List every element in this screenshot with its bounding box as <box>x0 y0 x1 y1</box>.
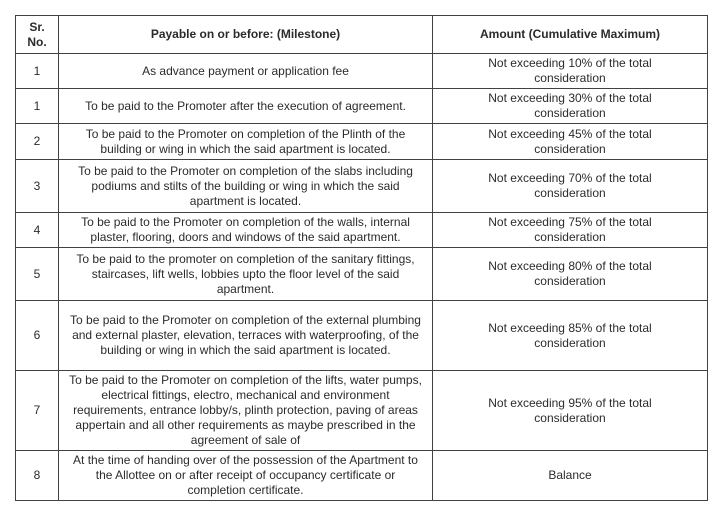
cell-milestone: To be paid to the Promoter on completion… <box>58 300 433 371</box>
cell-milestone: To be paid to the Promoter on completion… <box>58 159 433 213</box>
cell-amount: Not exceeding 80% of the total considera… <box>432 247 708 301</box>
cell-sr-no: 7 <box>15 370 59 451</box>
milestone-text: As advance payment or application fee <box>142 63 349 78</box>
cell-sr-no: 8 <box>15 450 59 501</box>
table-row: 5 To be paid to the promoter on completi… <box>15 247 708 301</box>
cell-amount: Not exceeding 45% of the total considera… <box>432 123 708 160</box>
cell-amount: Not exceeding 10% of the total considera… <box>432 53 708 89</box>
amount-text: Not exceeding 80% of the total considera… <box>488 259 652 288</box>
cell-milestone: To be paid to the promoter on completion… <box>58 247 433 301</box>
milestone-text: At the time of handing over of the posse… <box>73 453 418 497</box>
table-row: 1 To be paid to the Promoter after the e… <box>15 88 708 124</box>
cell-sr-no: 6 <box>15 300 59 371</box>
milestone-text: To be paid to the Promoter on completion… <box>78 163 413 208</box>
milestone-text: To be paid to the promoter on completion… <box>76 251 415 296</box>
cell-milestone: To be paid to the Promoter after the exe… <box>58 88 433 124</box>
cell-amount: Balance <box>432 450 708 501</box>
cell-amount: Not exceeding 70% of the total considera… <box>432 159 708 213</box>
header-milestone: Payable on or before: (Milestone) <box>58 15 433 54</box>
milestone-text: To be paid to the Promoter on completion… <box>81 215 410 244</box>
cell-sr-no: 1 <box>15 53 59 89</box>
cell-amount: Not exceeding 95% of the total considera… <box>432 370 708 451</box>
milestone-text: To be paid to the Promoter on completion… <box>85 126 406 156</box>
amount-text: Balance <box>548 468 592 482</box>
amount-text: Not exceeding 70% of the total considera… <box>488 171 652 200</box>
cell-amount: Not exceeding 85% of the total considera… <box>432 300 708 371</box>
table-row: 3 To be paid to the Promoter on completi… <box>15 159 708 213</box>
amount-text: Not exceeding 75% of the total considera… <box>488 215 652 244</box>
table-row: 2 To be paid to the Promoter on completi… <box>15 123 708 160</box>
cell-milestone: As advance payment or application fee <box>58 53 433 89</box>
header-amount: Amount (Cumulative Maximum) <box>432 15 708 54</box>
amount-text: Not exceeding 85% of the total considera… <box>488 320 652 350</box>
table-row: 6 To be paid to the Promoter on completi… <box>15 300 708 371</box>
table-row: 1 As advance payment or application fee … <box>15 53 708 89</box>
amount-text: Not exceeding 30% of the total considera… <box>488 91 652 120</box>
amount-text: Not exceeding 10% of the total considera… <box>488 56 652 85</box>
amount-text: Not exceeding 95% of the total considera… <box>488 395 652 425</box>
header-sr-no: Sr. No. <box>15 15 59 54</box>
table-header-row: Sr. No. Payable on or before: (Milestone… <box>15 15 708 54</box>
milestone-text: To be paid to the Promoter on completion… <box>69 373 422 447</box>
table-row: 7 To be paid to the Promoter on completi… <box>15 370 708 451</box>
cell-amount: Not exceeding 30% of the total considera… <box>432 88 708 124</box>
cell-milestone: To be paid to the Promoter on completion… <box>58 212 433 248</box>
table-row: 4 To be paid to the Promoter on completi… <box>15 212 708 248</box>
cell-milestone: At the time of handing over of the posse… <box>58 450 433 501</box>
payment-milestone-table: Sr. No. Payable on or before: (Milestone… <box>15 15 708 501</box>
cell-amount: Not exceeding 75% of the total considera… <box>432 212 708 248</box>
cell-sr-no: 5 <box>15 247 59 301</box>
cell-sr-no: 3 <box>15 159 59 213</box>
amount-text: Not exceeding 45% of the total considera… <box>488 126 652 156</box>
table-row: 8 At the time of handing over of the pos… <box>15 450 708 501</box>
cell-sr-no: 1 <box>15 88 59 124</box>
milestone-text: To be paid to the Promoter after the exe… <box>85 98 406 113</box>
milestone-text: To be paid to the Promoter on completion… <box>70 313 421 357</box>
cell-sr-no: 4 <box>15 212 59 248</box>
cell-milestone: To be paid to the Promoter on completion… <box>58 123 433 160</box>
cell-sr-no: 2 <box>15 123 59 160</box>
cell-milestone: To be paid to the Promoter on completion… <box>58 370 433 451</box>
